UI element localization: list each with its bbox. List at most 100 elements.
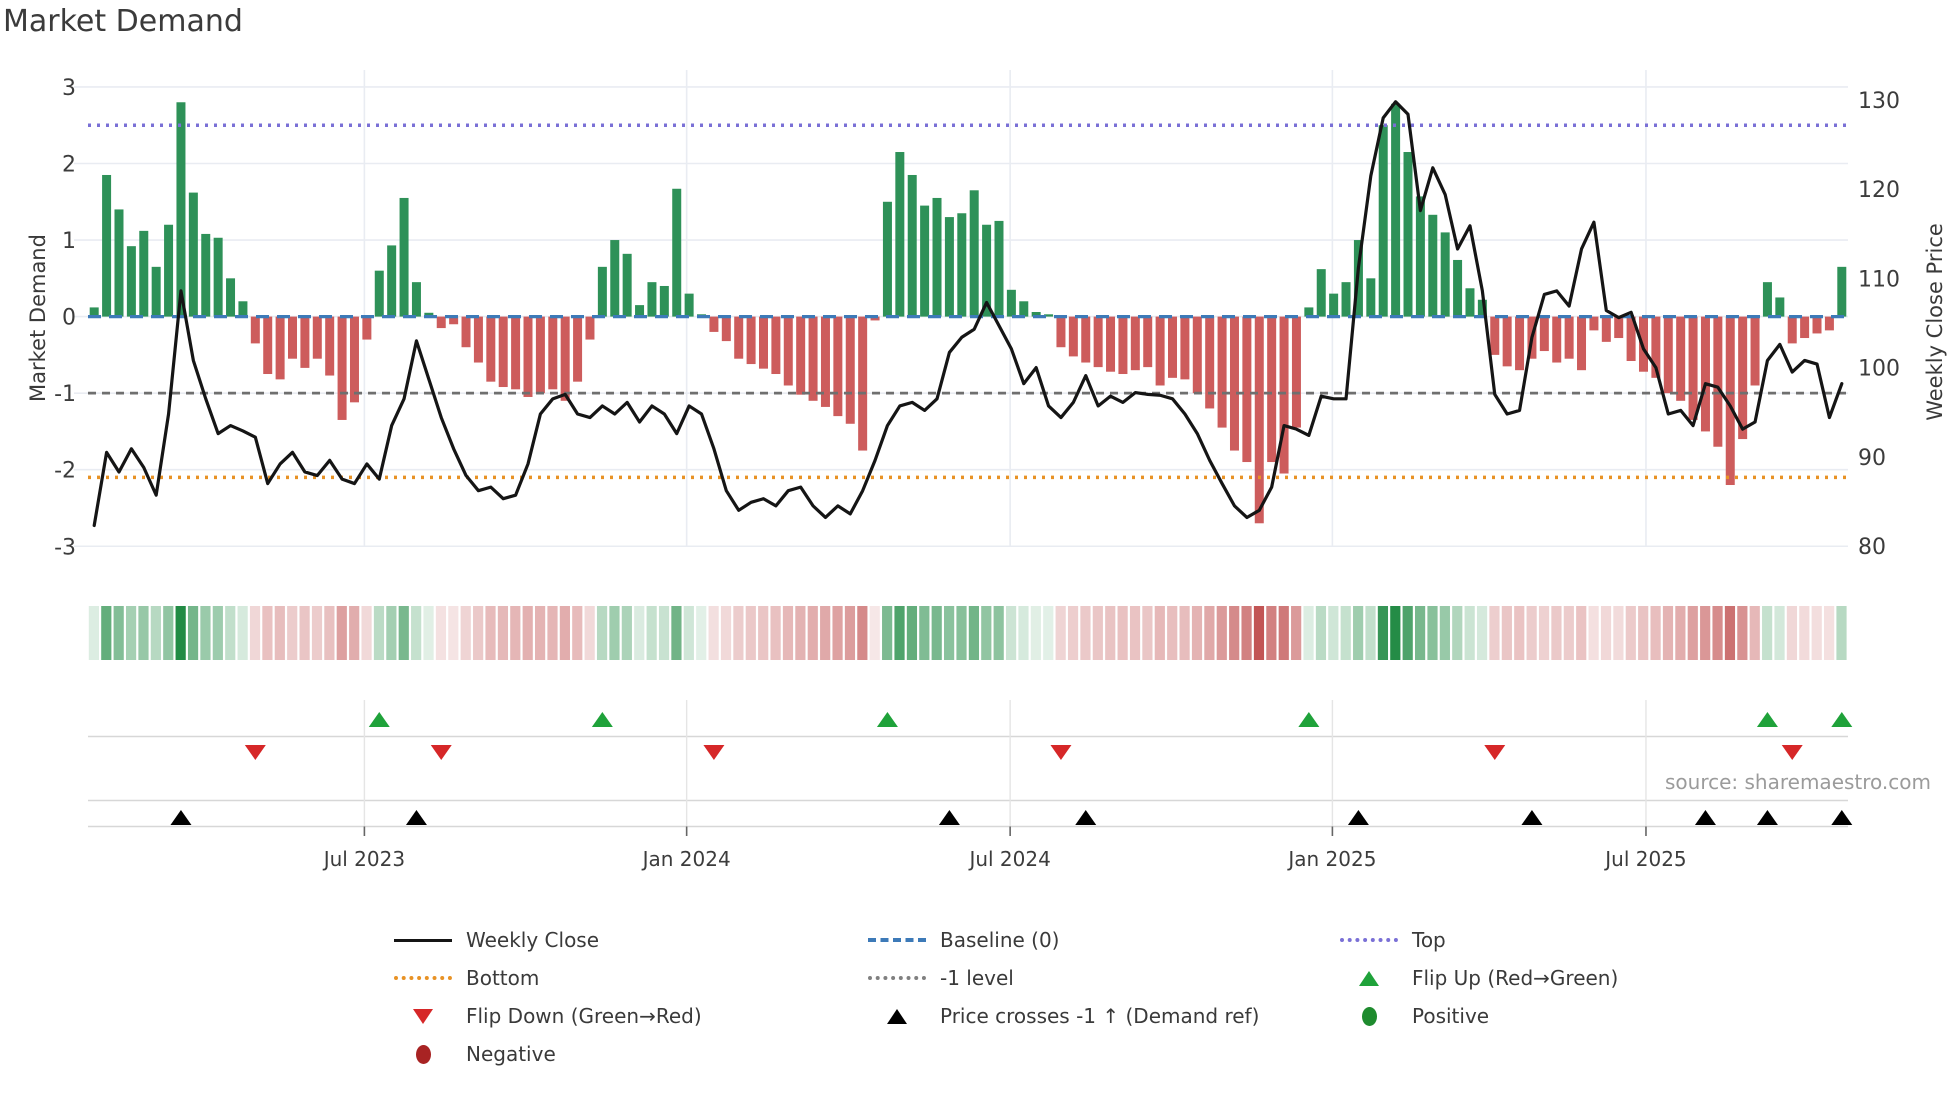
demand-bar [1577, 316, 1587, 371]
demand-bar [1837, 266, 1847, 317]
demand-bar [139, 230, 149, 317]
heatmap-cell [1700, 606, 1711, 660]
heatmap-cell [1129, 606, 1141, 660]
heatmap-cell [1179, 606, 1190, 660]
demand-bar [1787, 316, 1797, 344]
demand-bar [907, 174, 917, 317]
right-axis-tick: 80 [1858, 535, 1886, 560]
heatmap-cell [1786, 606, 1798, 660]
heatmap-cell [1811, 606, 1822, 660]
legend-item-bottom: Bottom [394, 960, 539, 996]
left-axis-label: Market Demand [26, 234, 50, 402]
demand-bar [1254, 316, 1264, 524]
demand-bar [275, 316, 285, 380]
heatmap-cell [931, 606, 942, 660]
legend-label: Top [1412, 928, 1446, 952]
heatmap-cell [1328, 606, 1339, 660]
heatmap-cell [1538, 606, 1550, 660]
heatmap-cell [1712, 606, 1723, 660]
demand-bar [1316, 269, 1326, 317]
heatmap-cell [361, 606, 372, 660]
heatmap-cell [497, 606, 509, 660]
flip-down-marker [1484, 745, 1506, 760]
heatmap-cell [150, 606, 161, 660]
bottom-line-icon [394, 976, 452, 980]
flip-down-marker [703, 745, 725, 760]
heatmap-cell [981, 606, 992, 660]
heatmap-cell [212, 606, 223, 660]
demand-bar [1539, 316, 1549, 352]
demand-bar [1403, 152, 1413, 317]
demand-bar [486, 316, 496, 382]
heatmap-cell [1799, 606, 1810, 660]
source-credit: source: sharemaestro.com [1665, 770, 1931, 794]
heatmap-cell [262, 606, 273, 660]
demand-bar [1564, 316, 1574, 359]
demand-bar [1762, 282, 1772, 317]
weekly-close-line-icon [394, 938, 452, 942]
legend-label: -1 level [940, 966, 1014, 990]
right-axis-tick: 120 [1858, 178, 1900, 203]
heatmap-cell [287, 606, 298, 660]
heatmap-cell [1080, 606, 1091, 660]
x-tick-label: Jul 2023 [322, 847, 405, 871]
left-axis-tick: 2 [62, 153, 76, 178]
heatmap-cell [1414, 606, 1426, 660]
left-axis-tick: 1 [62, 229, 76, 254]
heatmap-cell [1625, 606, 1636, 660]
heatmap-cell [1365, 606, 1376, 660]
heatmap-cell [1675, 606, 1686, 660]
legend-item-price-crosses: Price crosses -1 ↑ (Demand ref) [868, 998, 1259, 1034]
heatmap-cell [398, 606, 409, 660]
heatmap-cell [1489, 606, 1500, 660]
demand-bar [882, 201, 892, 317]
heatmap-cell [200, 606, 211, 660]
demand-bar [1267, 316, 1277, 463]
heatmap-cell [175, 606, 186, 660]
demand-bar [771, 316, 781, 375]
heatmap-cell [1774, 606, 1785, 660]
heatmap-cell [1241, 606, 1252, 660]
demand-bar [1502, 316, 1512, 367]
demand-bar [1738, 316, 1748, 440]
heatmap-cell [1105, 606, 1116, 660]
demand-bar [114, 209, 124, 317]
demand-bar [1168, 316, 1178, 378]
heatmap-cell [1687, 606, 1698, 660]
demand-bar [461, 316, 471, 348]
demand-bar [449, 316, 459, 325]
heatmap-cell [1402, 606, 1413, 660]
demand-bar [300, 316, 310, 368]
demand-bar [1750, 316, 1760, 386]
legend-label: Flip Up (Red→Green) [1412, 966, 1619, 990]
demand-bar [1217, 316, 1227, 428]
heatmap-cell [1204, 606, 1215, 660]
flip-up-marker [591, 712, 613, 727]
heatmap-cell [671, 606, 682, 660]
demand-bar [957, 213, 967, 317]
demand-bar [399, 197, 409, 317]
price-cross-marker [1347, 810, 1369, 825]
legend-label: Price crosses -1 ↑ (Demand ref) [940, 1004, 1260, 1028]
demand-bar [1081, 316, 1091, 363]
heatmap-cell [683, 606, 694, 660]
price-cross-triangle-icon [868, 1008, 926, 1024]
demand-bar [1700, 316, 1710, 432]
demand-bar [1143, 316, 1153, 368]
demand-bar [659, 285, 669, 317]
heatmap-cell [311, 606, 323, 660]
heatmap-cell [1340, 606, 1351, 660]
heatmap-cell [1353, 606, 1364, 660]
legend-label: Negative [466, 1042, 556, 1066]
demand-bar [684, 293, 694, 317]
demand-bar [1019, 301, 1029, 317]
legend-label: Weekly Close [466, 928, 600, 952]
demand-bar [1440, 232, 1450, 317]
heatmap-cell [163, 606, 174, 660]
flip-up-marker [368, 712, 390, 727]
demand-bar [374, 270, 384, 317]
legend-item-negative: Negative [394, 1036, 556, 1072]
heatmap-cell [534, 606, 546, 660]
price-cross-marker [170, 810, 192, 825]
heatmap-cell [832, 606, 843, 660]
